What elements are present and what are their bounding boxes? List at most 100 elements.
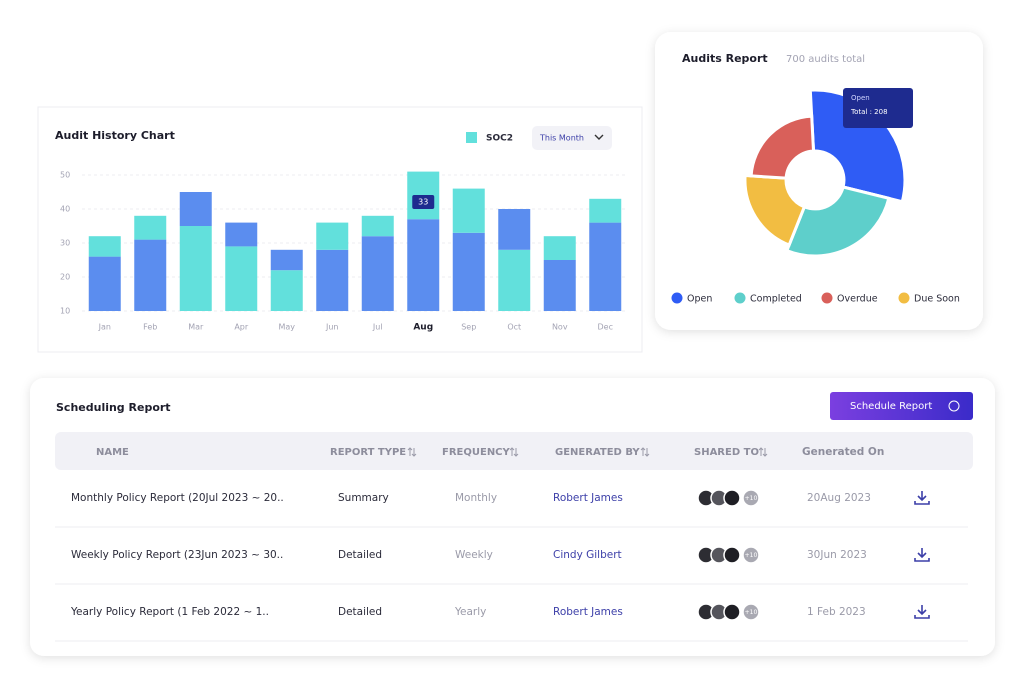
bar-segment: [270, 270, 303, 311]
x-tick-label: Mar: [188, 323, 204, 332]
x-tick-label: Dec: [598, 323, 613, 332]
bar-segment: [361, 236, 394, 311]
x-tick-label: Sep: [461, 323, 476, 332]
avatar-more: [742, 489, 760, 507]
table-cell: 1 Feb 2023: [807, 606, 866, 618]
x-tick-label: Oct: [507, 323, 521, 332]
table-cell: Monthly: [455, 492, 497, 504]
dropdown-chevron[interactable]: [594, 134, 604, 140]
tooltip-box: [412, 195, 435, 209]
table-cell: Monthly Policy Report (20Jul 2023 ~ 20..: [71, 492, 284, 504]
avatar-more: [742, 546, 760, 564]
y-tick-label: 10: [60, 307, 70, 316]
table-title: Scheduling Report: [56, 401, 171, 414]
schedule-button-label[interactable]: Schedule Report: [850, 401, 932, 412]
bar-segment: [88, 256, 121, 311]
schedule-button[interactable]: [830, 392, 973, 420]
avatar-more-label: +10: [745, 495, 758, 502]
bar-segment: [498, 249, 531, 311]
bar-segment: [179, 226, 212, 311]
table-cell: Yearly Policy Report (1 Feb 2022 ~ 1..: [70, 606, 269, 618]
bar-segment: [270, 249, 303, 271]
legend-dot: [821, 292, 833, 304]
bar-segment: [316, 249, 349, 311]
bar-segment: [316, 222, 349, 250]
x-tick-label: Jul: [372, 323, 383, 332]
bar-segment: [179, 192, 212, 226]
x-tick-label: May: [278, 323, 295, 332]
tooltip-text: 33: [418, 198, 428, 207]
bar-segment: [589, 198, 622, 223]
pie-tooltip-text: Total : 208: [850, 108, 888, 116]
legend-swatch: [466, 132, 477, 143]
avatar-more: [742, 603, 760, 621]
bar-segment: [589, 222, 622, 311]
sort-icon[interactable]: [407, 447, 417, 457]
legend-label: Due Soon: [914, 294, 960, 305]
donut-slice: [784, 185, 891, 258]
table-header: FREQUENCY: [442, 447, 511, 458]
legend-dot: [671, 292, 683, 304]
y-tick-label: 40: [60, 205, 70, 214]
table-cell: Robert James: [553, 606, 623, 618]
table-cell: 20Aug 2023: [807, 492, 871, 504]
table-cell: Robert James: [553, 492, 623, 504]
avatar-more-label: +10: [745, 552, 758, 559]
bar-segment: [543, 260, 576, 311]
pie-tooltip: [843, 88, 913, 128]
dropdown[interactable]: [532, 126, 612, 150]
legend-label: Completed: [750, 294, 802, 305]
bar-segment: [225, 246, 258, 311]
download-icon[interactable]: [914, 548, 930, 562]
sort-icon[interactable]: [758, 447, 768, 457]
table-cell: Weekly: [455, 549, 493, 561]
x-tick-label: Apr: [234, 323, 249, 332]
y-tick-label: 50: [60, 171, 70, 180]
legend-label: Overdue: [837, 294, 878, 305]
avatar: [723, 603, 741, 621]
table-header: GENERATED BY: [555, 447, 640, 458]
y-tick-label: 20: [60, 273, 70, 282]
pie-card: [655, 32, 983, 330]
bar-segment: [134, 239, 167, 311]
bar-segment: [407, 219, 440, 311]
table-cell: Cindy Gilbert: [553, 549, 622, 561]
donut-slice: [743, 173, 807, 247]
bar-segment: [134, 215, 167, 240]
sort-icon[interactable]: [640, 447, 650, 457]
bar-segment: [498, 209, 531, 250]
y-tick-label: 30: [60, 239, 70, 248]
table-header: NAME: [96, 447, 129, 458]
x-tick-label: Feb: [143, 323, 157, 332]
donut-slice: [749, 114, 816, 180]
dropdown-label[interactable]: This Month: [539, 134, 584, 143]
avatar: [723, 546, 741, 564]
table-cell: 30Jun 2023: [807, 549, 867, 561]
table-cell: Detailed: [338, 606, 382, 618]
avatar: [723, 489, 741, 507]
sort-icon[interactable]: [509, 447, 519, 457]
bar-segment: [361, 215, 394, 237]
table-cell: Detailed: [338, 549, 382, 561]
bar-segment: [225, 222, 258, 247]
button-icon[interactable]: [948, 400, 960, 412]
download-icon[interactable]: [914, 491, 930, 505]
pie-subtitle: 700 audits total: [786, 54, 865, 65]
table-cell: Weekly Policy Report (23Jun 2023 ~ 30..: [71, 549, 283, 561]
bar-segment: [452, 232, 485, 311]
legend-dot: [898, 292, 910, 304]
bar-segment: [543, 236, 576, 260]
pie-title: Audits Report: [682, 52, 768, 65]
table-cell: Summary: [338, 492, 389, 504]
legend-dot: [734, 292, 746, 304]
x-tick-label: Jun: [325, 323, 339, 332]
legend-label: Open: [687, 294, 712, 305]
table-cell: Yearly: [454, 606, 486, 618]
table-header: Generated On: [802, 446, 884, 458]
table-header-bg: [55, 432, 973, 470]
bar-segment: [88, 236, 121, 257]
x-tick-label: Aug: [413, 323, 433, 333]
bar-title: Audit History Chart: [55, 129, 175, 142]
download-icon[interactable]: [914, 605, 930, 619]
